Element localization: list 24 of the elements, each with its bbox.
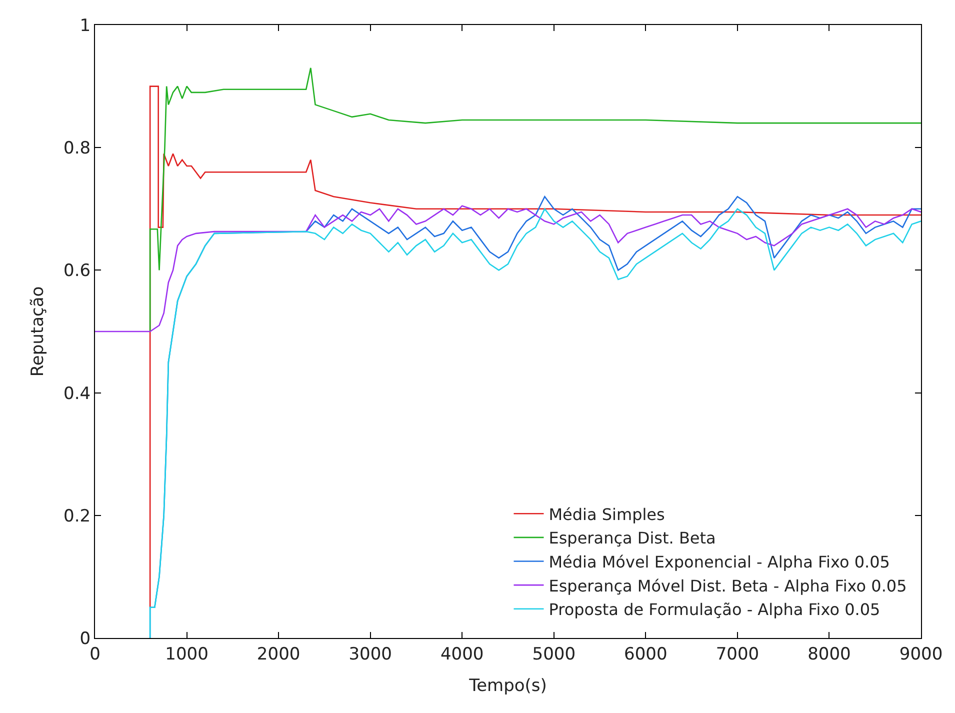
line-series <box>149 67 921 332</box>
y-tick-label: 0.6 <box>64 261 91 282</box>
y-tick-label: 0 <box>80 628 91 649</box>
x-tick-label: 1000 <box>165 644 208 664</box>
x-tick-label: 7000 <box>716 644 760 664</box>
x-tick-label: 2000 <box>256 644 300 664</box>
legend-label: Proposta de Formulação - Alpha Fixo 0.05 <box>548 600 880 620</box>
legend-label: Média Móvel Exponencial - Alpha Fixo 0.05 <box>548 552 890 572</box>
x-tick-label: 3000 <box>348 644 392 664</box>
x-tick-label: 9000 <box>899 644 943 664</box>
y-tick-label: 0.8 <box>64 138 91 159</box>
legend-label: Média Simples <box>548 504 665 524</box>
y-tick-label: 1 <box>80 16 91 36</box>
x-tick-label: 5000 <box>532 644 576 664</box>
legend-label: Esperança Móvel Dist. Beta - Alpha Fixo 0.05 <box>548 576 907 596</box>
y-tick-label: 0.4 <box>64 384 91 404</box>
x-tick-label: 4000 <box>440 644 484 664</box>
legend-label: Esperança Dist. Beta <box>548 528 716 548</box>
y-tick-label: 0.2 <box>64 506 91 526</box>
y-axis-title: Reputação <box>28 286 48 377</box>
x-tick-label: 8000 <box>808 644 851 664</box>
x-tick-label: 6000 <box>624 644 668 664</box>
x-axis-title: Tempo(s) <box>468 676 547 696</box>
line-series <box>95 205 921 332</box>
